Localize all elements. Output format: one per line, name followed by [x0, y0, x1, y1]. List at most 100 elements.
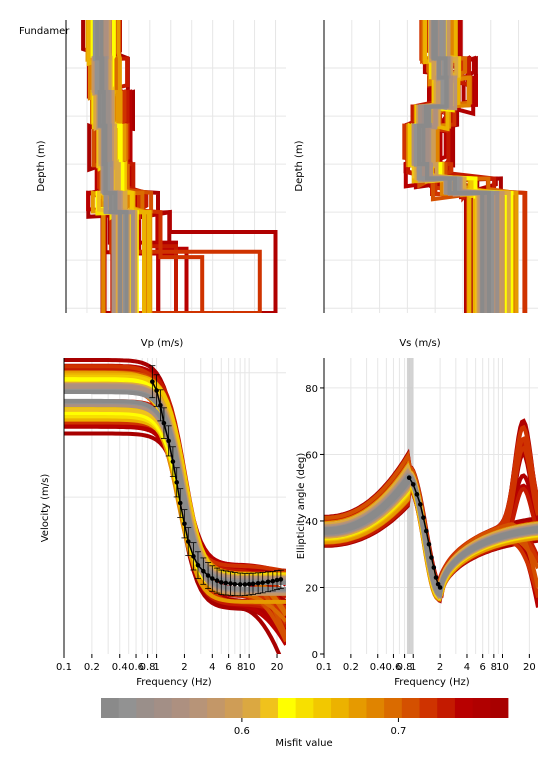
data-point [246, 581, 252, 587]
vp-ylabel: Depth (m) [36, 140, 47, 191]
y-tick-label: 80 [305, 384, 318, 395]
x-tick-label: 0.8 [140, 662, 156, 673]
ell-models [324, 418, 538, 608]
vs-models [402, 20, 528, 313]
vp-xlabel: Vp (m/s) [141, 338, 184, 349]
x-tick-label: 0.1 [56, 662, 72, 673]
ell-grid [323, 358, 538, 654]
ell-band [406, 358, 414, 654]
x-tick-label: 0.1 [316, 662, 332, 673]
x-tick-label: 0.6 [385, 662, 401, 673]
x-tick-label: 8 [491, 662, 497, 673]
ell-observed [406, 475, 443, 590]
disp-observed [149, 365, 284, 597]
colorbar-cell [366, 698, 385, 718]
ell-xlabel: Frequency (Hz) [394, 677, 470, 688]
colorbar-cell [295, 698, 314, 718]
colorbar-tick-label: 0.7 [390, 726, 406, 737]
colorbar-cell [437, 698, 456, 718]
colorbar-cell [171, 698, 190, 718]
x-tick-label: 6 [225, 662, 231, 673]
data-point [242, 582, 248, 587]
data-point [406, 475, 412, 481]
colorbar-cell [313, 698, 332, 718]
data-point [185, 539, 191, 544]
vp-panel: Vp (m/s) Depth (m) Fundamer [19, 20, 286, 349]
y-tick-label: 40 [305, 517, 318, 528]
data-point [182, 521, 187, 527]
data-point [174, 480, 180, 485]
ell-yticks: 0 20 40 60 80 [305, 384, 324, 661]
colorbar-cell [277, 698, 297, 718]
disp-xticks: 0.1 0.2 0.4 0.60.81 2 4 6 8 10 20 [56, 654, 283, 673]
model-profile [421, 20, 485, 313]
vs-xlabel: Vs (m/s) [399, 338, 440, 349]
data-point [237, 582, 243, 587]
colorbar-cells [101, 698, 509, 718]
x-tick-label: 4 [464, 662, 470, 673]
data-point [429, 555, 434, 560]
x-tick-label: 0.2 [343, 662, 359, 673]
colorbar-cell [224, 698, 243, 718]
vp-models [81, 20, 278, 313]
colorbar-cell [118, 698, 137, 718]
colorbar-cell [154, 698, 173, 718]
data-point [414, 492, 420, 497]
data-point [260, 580, 265, 585]
data-point [278, 577, 284, 582]
data-point [255, 580, 261, 586]
data-point [205, 573, 211, 578]
colorbar-cell [401, 698, 420, 718]
data-point [166, 438, 171, 444]
x-tick-label: 0.2 [84, 662, 100, 673]
x-tick-label: 20 [523, 662, 536, 673]
data-point [210, 576, 215, 581]
data-point [435, 581, 441, 587]
colorbar-cell [384, 698, 403, 718]
disp-models [64, 358, 286, 654]
data-point [232, 581, 238, 587]
data-point [191, 554, 196, 559]
x-tick-label: 4 [209, 662, 215, 673]
colorbar-cell [331, 698, 350, 718]
data-point [214, 578, 220, 583]
ell-xticks: 0.1 0.2 0.4 0.60.81 2 4 6 8 10 20 [316, 654, 536, 673]
colorbar: 0.6 0.7 Misfit value [101, 698, 509, 749]
data-point [270, 578, 276, 584]
colorbar-cell [101, 698, 120, 718]
colorbar-cell [136, 698, 155, 718]
colorbar-tick-label: 0.6 [234, 726, 250, 737]
data-point [265, 579, 271, 585]
data-point [154, 388, 159, 393]
colorbar-cell [348, 698, 367, 718]
data-point [158, 403, 163, 408]
x-tick-label: 2 [181, 662, 187, 673]
x-tick-label: 10 [243, 662, 256, 673]
data-point [228, 581, 233, 586]
colorbar-cell [454, 698, 474, 718]
data-point [423, 528, 429, 534]
data-point [150, 379, 155, 384]
colorbar-cell [207, 698, 226, 718]
model-profile [97, 20, 123, 313]
x-tick-label: 0.4 [370, 662, 386, 673]
vp-fundamental-label: Fundamer [19, 26, 70, 37]
data-point [421, 515, 426, 520]
data-point [250, 581, 256, 587]
data-point [418, 502, 423, 507]
data-point [177, 500, 183, 506]
data-point [218, 580, 224, 585]
x-tick-label: 0.6 [128, 662, 144, 673]
x-tick-label: 2 [437, 662, 443, 673]
colorbar-cell [242, 698, 261, 718]
x-tick-label: 10 [496, 662, 509, 673]
x-tick-label: 0.4 [112, 662, 128, 673]
data-point [431, 565, 437, 570]
colorbar-cell [260, 698, 279, 718]
data-point [410, 482, 416, 487]
vs-panel: Vs (m/s) Depth (m) [294, 20, 538, 349]
colorbar-cell [189, 698, 208, 718]
colorbar-cell [472, 698, 491, 718]
peak-frequency-band [406, 358, 414, 654]
